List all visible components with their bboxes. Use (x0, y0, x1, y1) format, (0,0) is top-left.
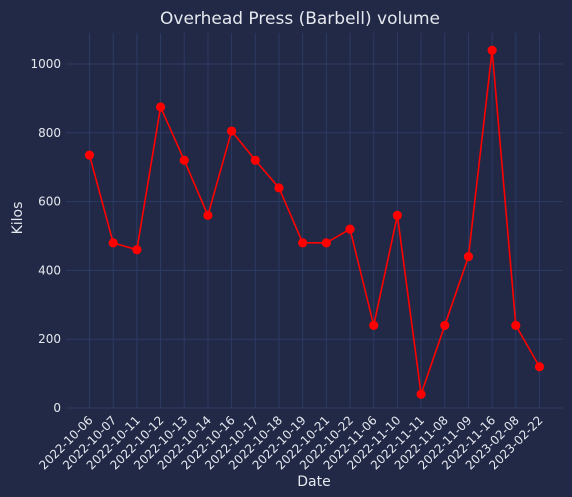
data-point (440, 320, 450, 331)
y-tick-label: 600 (38, 195, 61, 209)
data-point (345, 224, 355, 234)
series-markers (84, 45, 545, 399)
data-point (132, 245, 142, 255)
y-tick-label: 200 (38, 332, 61, 346)
x-ticks: 2022-10-062022-10-072022-10-112022-10-12… (36, 413, 545, 472)
data-point (155, 102, 166, 112)
y-tick-label: 400 (38, 263, 61, 277)
data-point (369, 320, 379, 331)
data-point (511, 320, 521, 331)
y-tick-label: 0 (53, 401, 61, 415)
y-ticks: 0 200 400 600 800 1000 (30, 57, 61, 415)
data-point (534, 362, 545, 372)
data-point (416, 389, 426, 399)
data-point (108, 238, 118, 248)
data-point (84, 150, 95, 160)
chart-title: Overhead Press (Barbell) volume (160, 9, 440, 29)
data-point (250, 155, 260, 165)
data-point (487, 45, 497, 55)
data-point (298, 238, 308, 248)
x-axis-label: Date (297, 474, 330, 490)
y-tick-label: 800 (38, 126, 61, 140)
y-axis-label: Kilos (10, 202, 26, 235)
data-point (274, 183, 284, 193)
data-point (227, 126, 237, 136)
data-point (203, 210, 213, 220)
data-point (321, 238, 331, 248)
gridlines (66, 33, 563, 409)
data-point (179, 155, 189, 165)
series-line (88, 50, 541, 395)
y-tick-label: 1000 (30, 57, 61, 71)
data-point (463, 252, 474, 262)
data-point (392, 210, 402, 220)
